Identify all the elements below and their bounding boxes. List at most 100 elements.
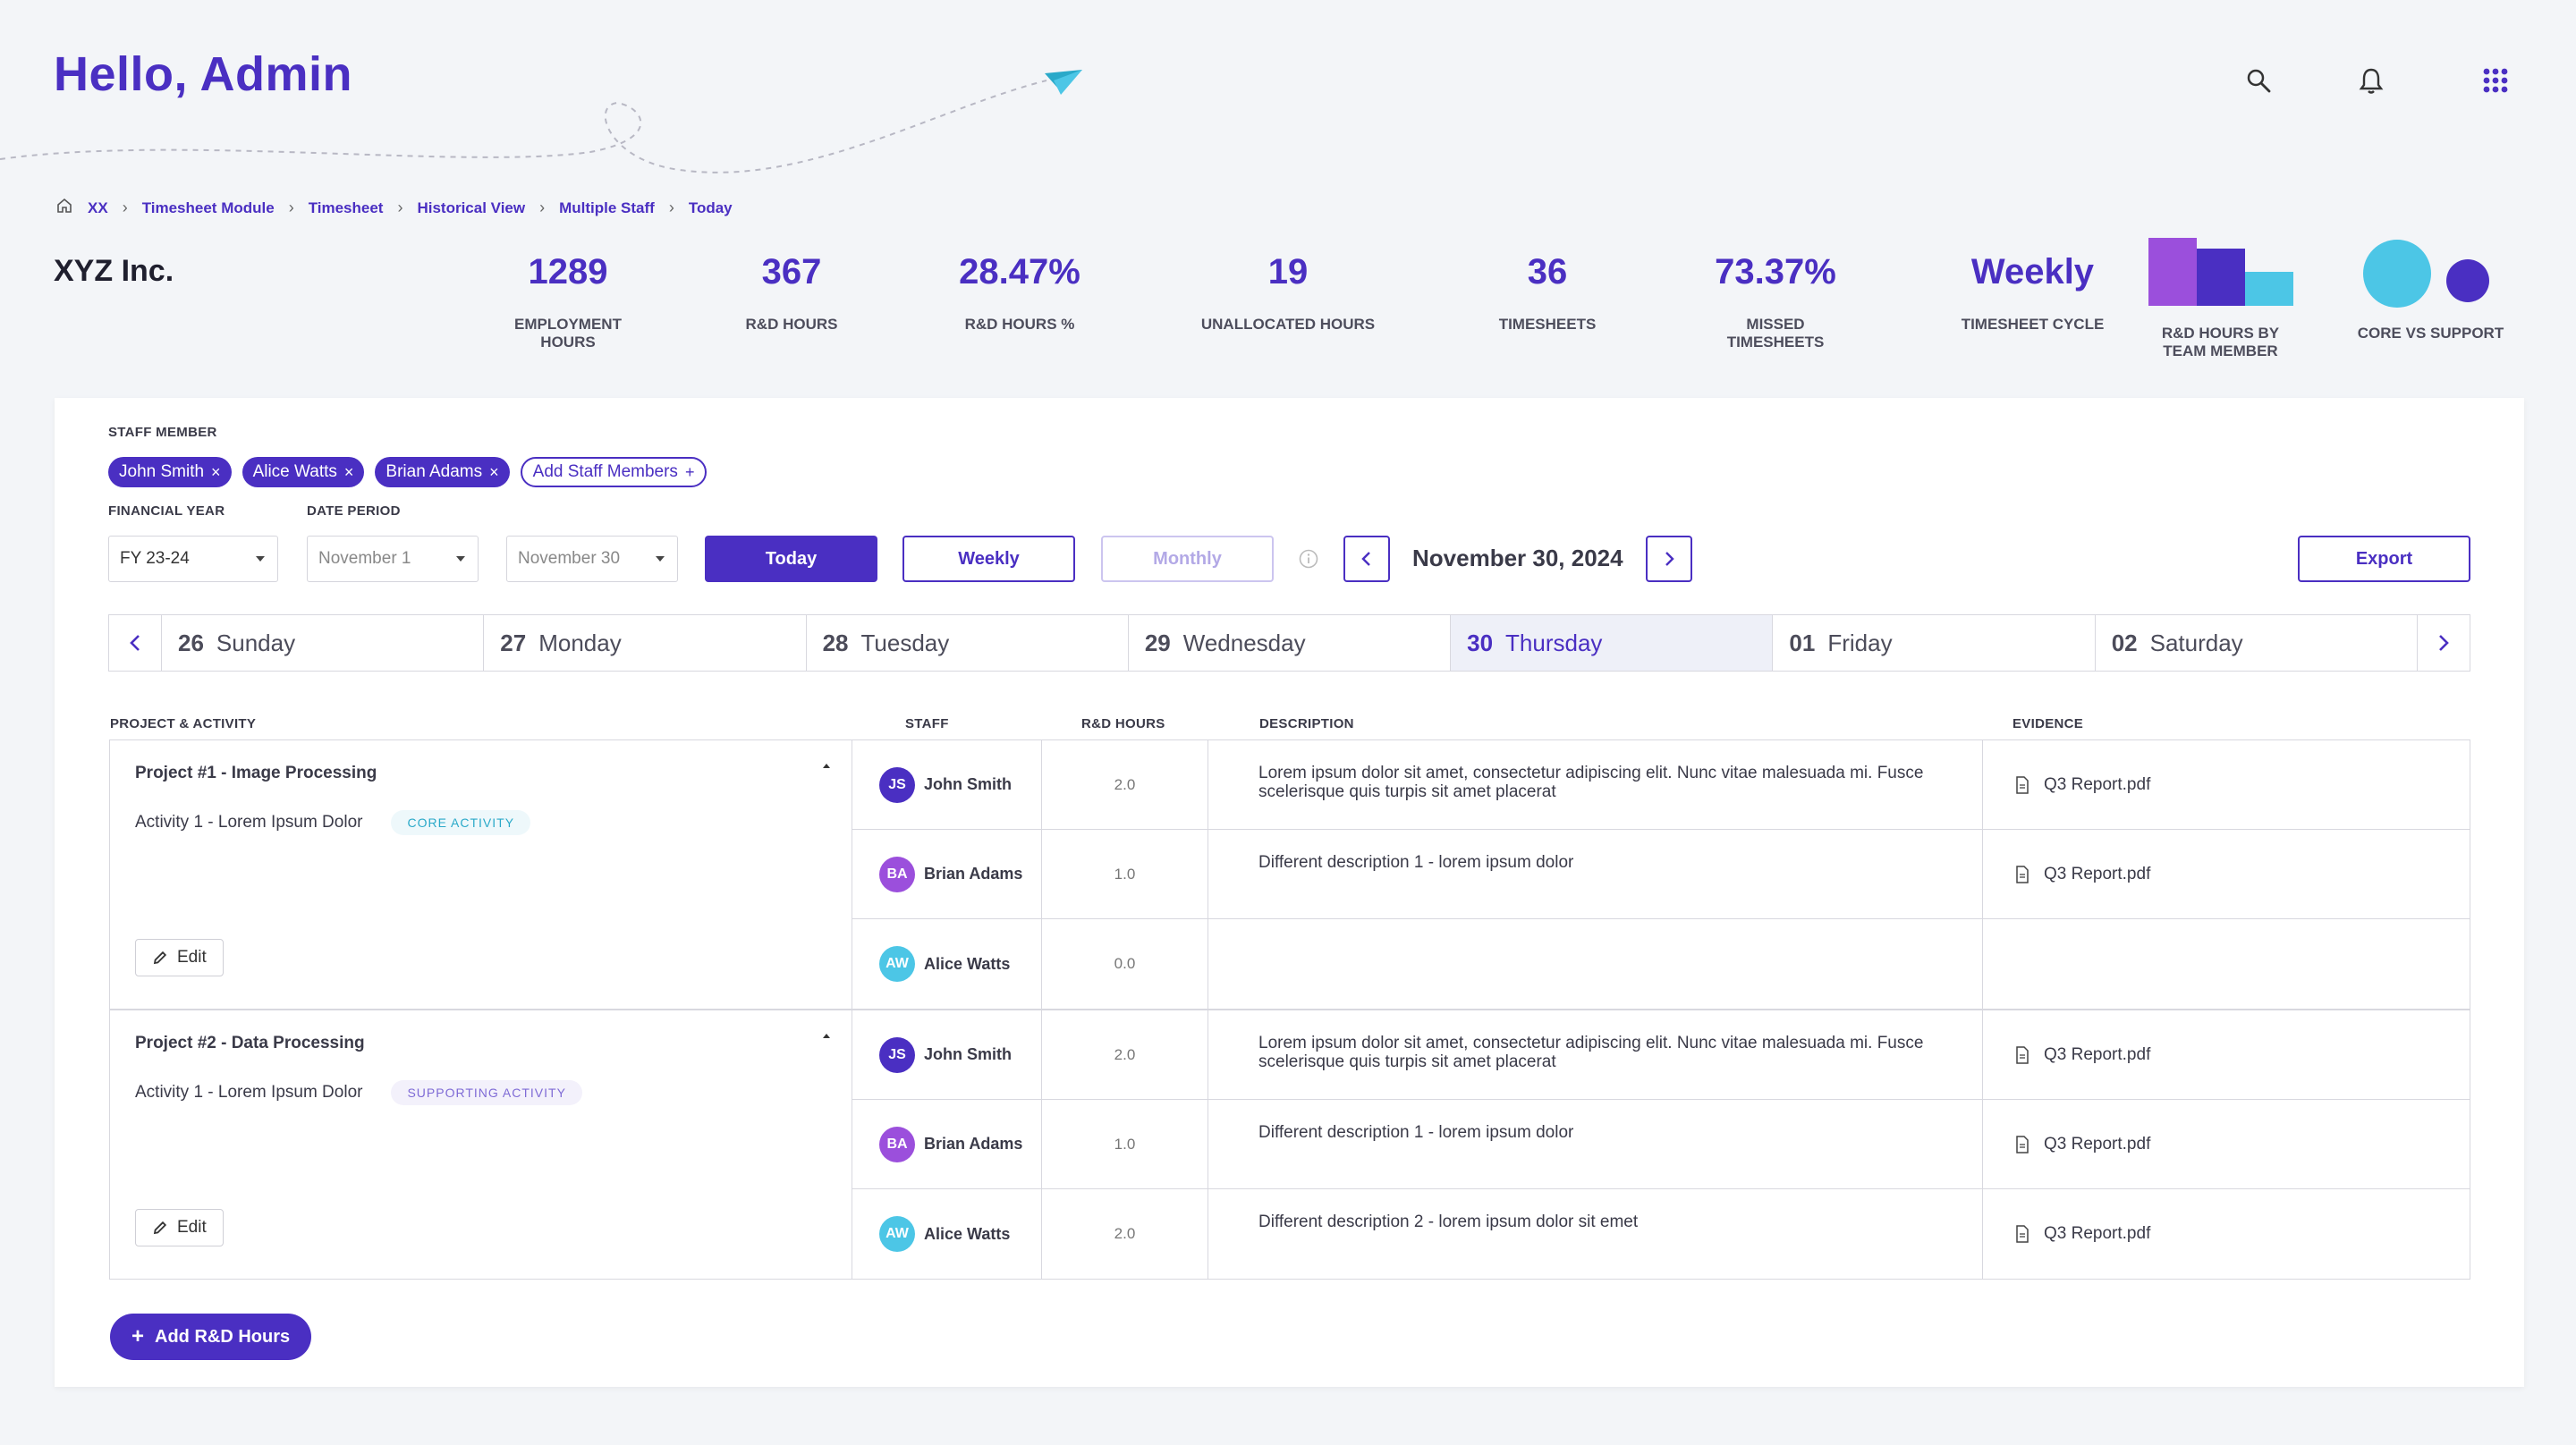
project-name: Project #2 - Data Processing (135, 1034, 365, 1052)
chevron-right-icon (1665, 552, 1674, 566)
breadcrumb-item[interactable]: XX (88, 199, 108, 216)
pencil-icon (153, 1221, 167, 1235)
project-cell: Project #2 - Data Processing Activity 1 … (110, 1010, 852, 1279)
file-icon (2016, 1225, 2029, 1243)
weekly-button[interactable]: Weekly (902, 536, 1075, 582)
paper-plane-decoration (0, 70, 1082, 173)
breadcrumb-item[interactable]: Multiple Staff (559, 199, 655, 216)
day-cell[interactable]: 28 Tuesday (805, 615, 1128, 671)
description-cell: Different description 1 - lorem ipsum do… (1208, 1100, 1983, 1188)
breadcrumb-item[interactable]: Timesheet Module (141, 199, 275, 216)
plus-icon: + (684, 462, 695, 481)
edit-button[interactable]: Edit (135, 939, 224, 976)
activity-name: Activity 1 - Lorem Ipsum Dolor (135, 1083, 363, 1102)
caret-down-icon (656, 556, 665, 562)
staff-cell: JS John Smith (852, 1010, 1042, 1099)
collapse-caret-icon[interactable] (823, 764, 830, 768)
timesheet-table: Project #1 - Image Processing Activity 1… (109, 739, 2470, 1280)
prev-date-button[interactable] (1343, 536, 1390, 582)
apps-grid-icon[interactable] (2478, 63, 2513, 98)
staff-name: John Smith (924, 775, 1012, 793)
day-cell-selected[interactable]: 30 Thursday (1450, 615, 1773, 671)
day-number: 30 (1467, 629, 1494, 656)
evidence-cell[interactable]: Q3 Report.pdf (1983, 740, 2470, 829)
edit-button[interactable]: Edit (135, 1209, 224, 1246)
bell-icon[interactable] (2353, 63, 2389, 98)
add-staff-label: Add Staff Members (532, 462, 678, 481)
day-cell[interactable]: 29 Wednesday (1127, 615, 1450, 671)
day-name: Monday (538, 629, 622, 656)
chip-label: Brian Adams (386, 462, 483, 481)
evidence-filename[interactable]: Q3 Report.pdf (2044, 774, 2151, 794)
breadcrumb-item[interactable]: Historical View (417, 199, 526, 216)
day-cell[interactable]: 02 Saturday (2094, 615, 2418, 671)
breadcrumb-item[interactable]: Timesheet (308, 199, 384, 216)
evidence-cell[interactable]: Q3 Report.pdf (1983, 830, 2470, 918)
period-to-select[interactable]: November 30 (506, 536, 678, 582)
prev-week-button[interactable] (109, 615, 161, 671)
day-number: 28 (822, 629, 849, 656)
day-number: 01 (1789, 629, 1816, 656)
next-week-button[interactable] (2418, 615, 2470, 671)
collapse-caret-icon[interactable] (823, 1034, 830, 1038)
edit-label: Edit (177, 1218, 207, 1237)
stat-value: 73.37% (1715, 252, 1836, 292)
chevron-right-icon: › (668, 199, 674, 216)
stat-value: Weekly (1970, 252, 2095, 292)
close-icon[interactable]: × (211, 462, 221, 481)
home-icon[interactable] (55, 197, 73, 219)
close-icon[interactable]: × (489, 462, 499, 481)
period-to-value: November 30 (518, 549, 621, 568)
today-button[interactable]: Today (705, 536, 877, 582)
period-from-select[interactable]: November 1 (307, 536, 479, 582)
staff-chip[interactable]: Alice Watts × (242, 457, 365, 487)
evidence-filename[interactable]: Q3 Report.pdf (2044, 1044, 2151, 1064)
core-vs-support-mini-chart[interactable] (2361, 238, 2489, 308)
export-button[interactable]: Export (2298, 536, 2470, 582)
evidence-filename[interactable]: Q3 Report.pdf (2044, 1224, 2151, 1243)
stat-rd-hours: 367 R&D HOURS (724, 252, 859, 334)
breadcrumb-item-current[interactable]: Today (688, 199, 733, 216)
file-icon (2016, 775, 2029, 794)
evidence-cell[interactable]: Q3 Report.pdf (1983, 1100, 2470, 1188)
add-staff-button[interactable]: Add Staff Members + (520, 457, 708, 487)
team-hours-label: R&D HOURS BY TEAM MEMBER (2142, 305, 2299, 360)
staff-cell: AW Alice Watts (852, 919, 1042, 1009)
financial-year-select[interactable]: FY 23-24 (108, 536, 278, 582)
search-icon[interactable] (2241, 63, 2276, 98)
col-header-project: PROJECT & ACTIVITY (110, 716, 257, 731)
stat-label: UNALLOCATED HOURS (1200, 316, 1376, 333)
project-cell: Project #1 - Image Processing Activity 1… (110, 740, 852, 1009)
avatar: AW (879, 946, 915, 982)
stat-value: 1289 (528, 252, 608, 292)
staff-chip[interactable]: Brian Adams × (375, 457, 510, 487)
team-hours-mini-chart[interactable] (2147, 238, 2294, 306)
monthly-button[interactable]: Monthly (1101, 536, 1274, 582)
day-cell[interactable]: 27 Monday (483, 615, 805, 671)
day-number: 02 (2111, 629, 2138, 656)
stat-label: R&D HOURS % (964, 316, 1075, 333)
close-icon[interactable]: × (343, 462, 354, 481)
avatar: JS (879, 766, 915, 803)
day-cell[interactable]: 26 Sunday (161, 615, 483, 671)
add-rd-hours-button[interactable]: + Add R&D Hours (110, 1314, 312, 1360)
evidence-filename[interactable]: Q3 Report.pdf (2044, 1134, 2151, 1153)
staff-cell: JS John Smith (852, 740, 1042, 829)
col-header-description: DESCRIPTION (1259, 716, 1354, 731)
avatar: AW (879, 1216, 915, 1252)
staff-chip[interactable]: John Smith × (108, 457, 232, 487)
evidence-cell[interactable]: Q3 Report.pdf (1983, 1010, 2470, 1099)
stat-label: MISSED TIMESHEETS (1726, 316, 1825, 351)
evidence-filename[interactable]: Q3 Report.pdf (2044, 864, 2151, 883)
chevron-left-icon (1361, 552, 1370, 566)
info-icon[interactable] (1298, 548, 1319, 574)
project-rows: JS John Smith 2.0 Lorem ipsum dolor sit a… (852, 740, 2470, 1009)
col-header-hours: R&D HOURS (1081, 716, 1165, 731)
evidence-cell[interactable] (1983, 919, 2470, 1009)
caret-down-icon (256, 556, 265, 562)
day-cell[interactable]: 01 Friday (1772, 615, 2094, 671)
financial-year-value: FY 23-24 (120, 549, 190, 568)
staff-name: John Smith (924, 1045, 1012, 1063)
evidence-cell[interactable]: Q3 Report.pdf (1983, 1189, 2470, 1279)
next-date-button[interactable] (1646, 536, 1692, 582)
